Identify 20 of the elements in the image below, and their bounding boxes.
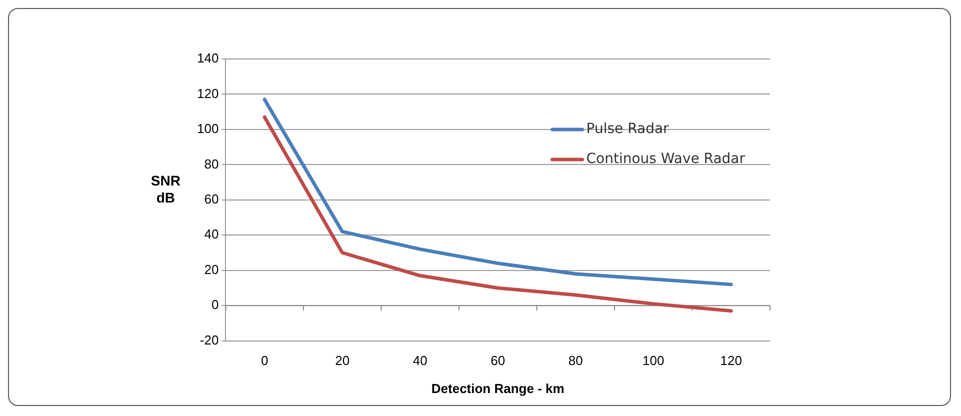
y-tick-label: 20	[204, 262, 219, 277]
legend-label: Pulse Radar	[586, 121, 670, 138]
x-tick-label: 120	[720, 353, 742, 368]
y-tick-label: 140	[196, 50, 219, 66]
y-tick-label: 60	[204, 191, 219, 206]
x-axis-title: Detection Range - km	[431, 380, 564, 396]
x-tick-label: 0	[260, 353, 268, 368]
x-tick-label: 20	[335, 353, 350, 368]
y-tick-label: 0	[211, 297, 219, 312]
y-tick-label: 100	[196, 121, 219, 136]
y-tick-label: 40	[204, 226, 219, 242]
y-tick-label: -20	[200, 332, 219, 348]
legend-label: Continous Wave Radar	[586, 151, 746, 168]
y-tick-label: 120	[196, 86, 219, 101]
x-tick-label: 60	[490, 353, 506, 368]
x-tick-label: 80	[568, 353, 583, 368]
x-tick-label: 40	[412, 353, 428, 368]
y-axis-title: SNR dB	[150, 172, 180, 206]
y-tick-label: 80	[204, 156, 219, 172]
x-tick-label: 100	[642, 353, 664, 368]
